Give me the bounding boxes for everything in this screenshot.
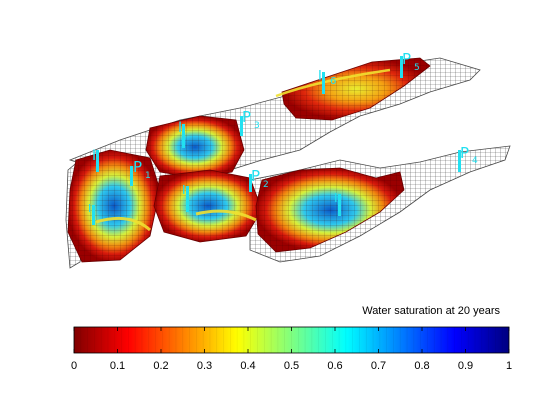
svg-text:P: P (402, 50, 411, 68)
colorbar: Water saturation at 20 years 0 0.1 0.2 0.3 0… (71, 305, 512, 372)
colorbar-tick-label: 0.8 (414, 360, 429, 372)
well-producer-5: P 5 (400, 50, 420, 78)
colorbar-tick-label: 0.9 (458, 360, 473, 372)
well-injector-2: I (178, 120, 185, 148)
colorbar-tick-label: 0.5 (284, 360, 299, 372)
svg-text:I: I (318, 69, 322, 84)
well-injector-3: I (182, 183, 189, 212)
well-producer-6: I 6 (318, 69, 336, 94)
well-injector-4: I (334, 191, 341, 216)
svg-text:I: I (178, 120, 182, 136)
colorbar-tick-label: 0.6 (327, 360, 342, 372)
colorbar-tick-label: 0.1 (110, 360, 125, 372)
svg-text:P: P (251, 167, 260, 185)
svg-text:P: P (460, 144, 469, 162)
svg-text:I: I (88, 202, 91, 215)
svg-text:3: 3 (254, 121, 260, 131)
saturation-cells (67, 57, 431, 263)
svg-text:I: I (92, 148, 96, 164)
colorbar-tick-label: 0.4 (240, 360, 255, 372)
colorbar-ticks: 0 0.1 0.2 0.3 0.4 0.5 0.6 0.7 0.8 0.9 1 (71, 327, 512, 372)
well-injector-1: I (92, 148, 99, 172)
well-producer-2: P 2 (249, 167, 269, 192)
well-producer-4: P 4 (458, 144, 478, 172)
colorbar-title: Water saturation at 20 years (362, 305, 500, 317)
colorbar-tick-label: 0.3 (197, 360, 212, 372)
svg-text:4: 4 (472, 156, 478, 166)
colorbar-tick-label: 0 (71, 360, 77, 372)
svg-text:I: I (182, 183, 186, 197)
colorbar-tick-label: 1 (506, 360, 512, 372)
svg-text:5: 5 (414, 63, 420, 73)
well-producer-3: P 3 (240, 108, 260, 136)
colorbar-gradient (74, 327, 509, 353)
svg-text:P: P (242, 108, 251, 126)
svg-text:P: P (133, 158, 142, 176)
well-markers: I I I I I P 1 P 2 P (88, 50, 478, 225)
svg-text:1: 1 (145, 171, 151, 181)
colorbar-tick-label: 0.2 (153, 360, 168, 372)
svg-text:I: I (334, 191, 338, 205)
colorbar-tick-label: 0.7 (371, 360, 386, 372)
well-producer-1: P 1 (130, 158, 151, 186)
svg-text:6: 6 (330, 76, 336, 87)
svg-text:2: 2 (263, 180, 269, 190)
well-injector-5: I (88, 202, 95, 225)
